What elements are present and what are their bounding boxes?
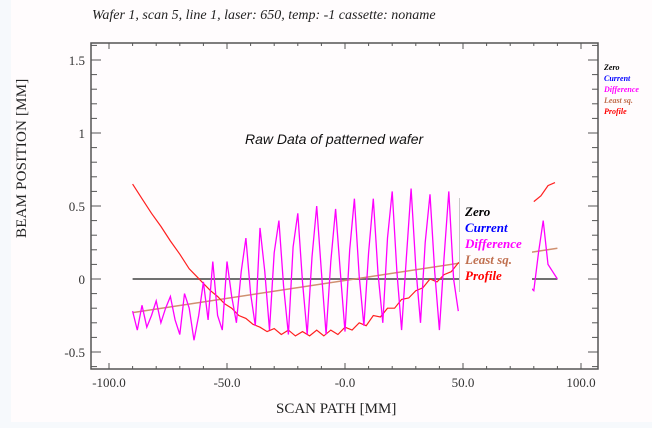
legend-item-least-sq: Least sq.: [604, 96, 633, 105]
overlay-legend-zero: Zero: [465, 204, 491, 219]
legend-overlay: Zero Current Difference Least sq. Profil…: [459, 198, 532, 292]
x-tick-label: 50.0: [452, 375, 475, 390]
series-difference-line: [131, 188, 459, 341]
chart-title: Wafer 1, scan 5, line 1, laser: 650, tem…: [92, 8, 436, 23]
x-tick-label: -50.0: [213, 375, 240, 390]
series-profile-line: [132, 183, 466, 337]
y-tick-label: 1.5: [69, 53, 85, 68]
legend-item-difference: Difference: [604, 85, 639, 94]
y-tick-label: 1: [79, 126, 86, 141]
x-tick-label: -100.0: [92, 375, 126, 390]
y-tick-label: 0: [79, 272, 86, 287]
series-profile-line: [533, 182, 556, 203]
axis-ticks: -100.0 -50.0 -0.0 50.0 100.0 -0.5 0 0.5 1 1.5: [64, 43, 598, 390]
x-axis-label: SCAN PATH [MM]: [276, 401, 397, 417]
x-tick-label: 100.0: [566, 375, 595, 390]
legend-item-profile: Profile: [604, 107, 627, 116]
chart-annotation: Raw Data of patterned wafer: [245, 131, 424, 147]
legend-right: Zero Current Difference Least sq. Profil…: [604, 62, 639, 117]
legend-item-zero: Zero: [604, 63, 620, 72]
y-tick-label: 0.5: [69, 199, 85, 214]
overlay-legend-profile: Profile: [465, 268, 502, 283]
y-axis-label: BEAM POSITION [MM]: [14, 78, 30, 238]
legend-item-current: Current: [604, 74, 631, 83]
overlay-legend-least-sq: Least sq.: [465, 252, 512, 267]
y-tick-label: -0.5: [64, 345, 85, 360]
series-difference-line: [528, 220, 558, 293]
chart-canvas: [11, 0, 652, 422]
overlay-legend-difference: Difference: [465, 236, 522, 251]
overlay-legend-current: Current: [465, 220, 508, 235]
x-tick-label: -0.0: [335, 375, 356, 390]
